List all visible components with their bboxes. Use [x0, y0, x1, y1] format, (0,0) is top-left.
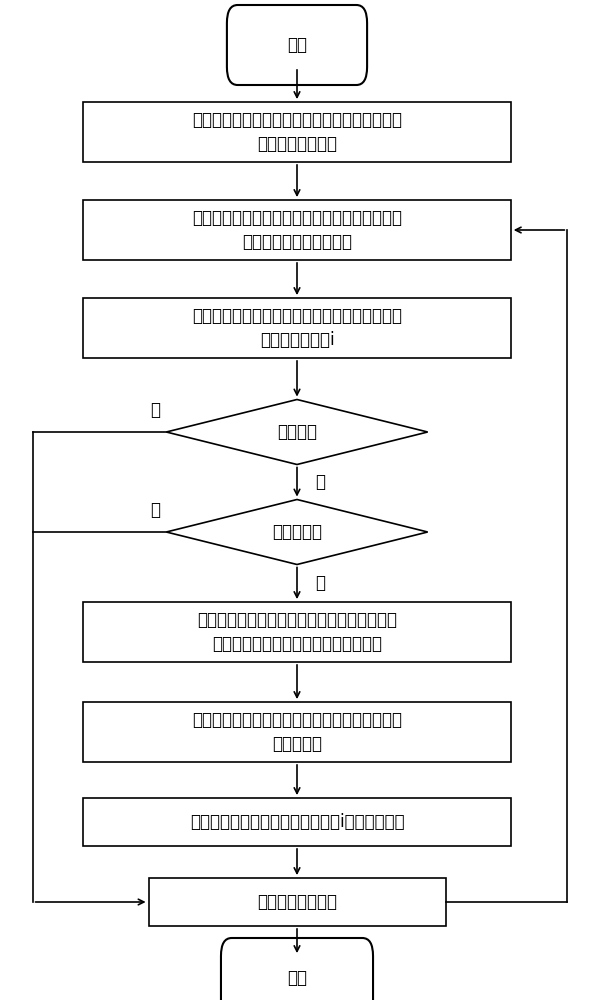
Text: 有剩余容量: 有剩余容量: [272, 523, 322, 541]
Polygon shape: [166, 499, 428, 564]
Text: 是: 是: [315, 574, 325, 592]
Text: 电压越限: 电压越限: [277, 423, 317, 441]
Bar: [83, 298, 511, 358]
Text: 获取各电压观测节点当前的电压量测值，计算各
电压观测节点的电压偏差: 获取各电压观测节点当前的电压量测值，计算各 电压观测节点的电压偏差: [192, 209, 402, 251]
Text: 根据估计得到的戴维南等值参数，计算电压功率
灵敏度参数: 根据估计得到的戴维南等值参数，计算电压功率 灵敏度参数: [192, 711, 402, 753]
Text: 是: 是: [315, 473, 325, 491]
Bar: [83, 102, 511, 162]
Bar: [83, 602, 511, 662]
Text: 结束: 结束: [287, 969, 307, 987]
Text: 否: 否: [150, 501, 160, 519]
Bar: [148, 878, 446, 926]
Text: 开始: 开始: [287, 36, 307, 54]
Text: 输入电压控制的上限值、下限值和电压控制的时
间步长和控制死区: 输入电压控制的上限值、下限值和电压控制的时 间步长和控制死区: [192, 111, 402, 153]
Polygon shape: [166, 400, 428, 464]
Bar: [83, 200, 511, 260]
Bar: [83, 702, 511, 762]
FancyBboxPatch shape: [221, 938, 373, 1000]
Text: 根据电压功率灵敏度参数确定节点i的无功投入量: 根据电压功率灵敏度参数确定节点i的无功投入量: [189, 813, 405, 831]
Text: 得到电压观测节点中电压偏差最大的节点，以及
对应的节点编号i: 得到电压观测节点中电压偏差最大的节点，以及 对应的节点编号i: [192, 307, 402, 349]
Text: 否: 否: [150, 401, 160, 419]
Text: 进入下一控制时步: 进入下一控制时步: [257, 893, 337, 911]
Text: 获取同步相量测装置的历史量测数据，采用卡
尔曼滤波方法估计戴维南等值模型参数: 获取同步相量测装置的历史量测数据，采用卡 尔曼滤波方法估计戴维南等值模型参数: [197, 611, 397, 653]
FancyBboxPatch shape: [227, 5, 367, 85]
Bar: [83, 798, 511, 846]
